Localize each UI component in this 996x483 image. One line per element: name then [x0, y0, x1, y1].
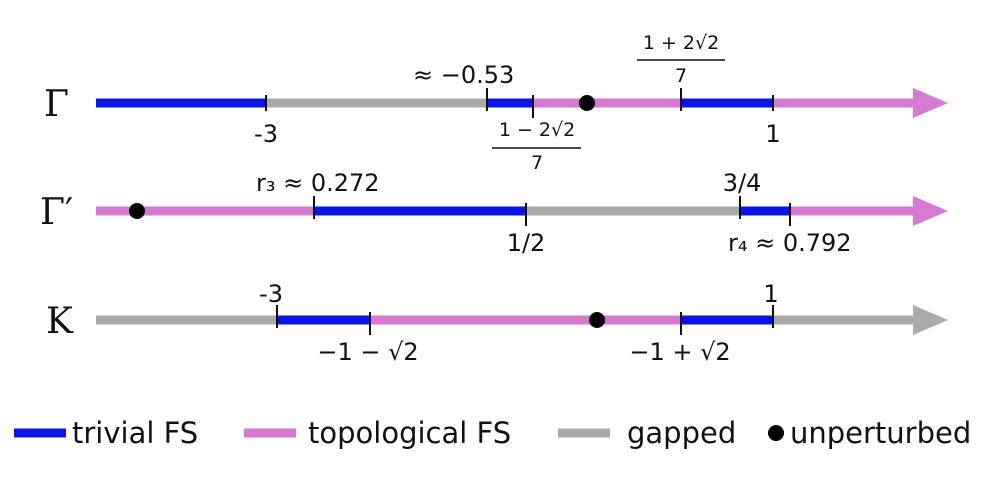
gamma-frac-minus-denominator: 7 — [531, 152, 543, 174]
k-arrowhead — [913, 305, 948, 335]
legend-swatch-unperturbed — [768, 425, 784, 441]
legend-item-trivial: trivial FS — [14, 416, 198, 450]
k-label-minus1-plus-sqrt2: −1 + √2 — [629, 338, 730, 366]
k-label-minus1-minus-sqrt2: −1 − √2 — [317, 338, 418, 366]
legend-label-unperturbed: unperturbed — [790, 416, 971, 450]
gamma-label-053: ≈ −0.53 — [413, 61, 514, 89]
gamma-prime-label-three-quarters: 3/4 — [723, 169, 762, 197]
row-k: K -3 1 −1 − √2 −1 + √2 — [46, 280, 948, 366]
gamma-prime-label-r3: r₃ ≈ 0.272 — [256, 169, 380, 197]
legend-item-gapped: gapped — [558, 416, 736, 450]
row-gamma-label: Γ — [44, 84, 69, 125]
gamma-frac-plus-denominator: 7 — [675, 65, 687, 87]
legend: trivial FS topological FS gapped unpertu… — [14, 416, 971, 450]
row-gamma: Γ ≈ −0.53 -3 1 1 + 2√2 7 1 − 2√2 7 — [44, 32, 948, 174]
k-label-minus3: -3 — [259, 280, 283, 308]
legend-label-topological: topological FS — [308, 416, 511, 450]
gamma-prime-label-r4: r₄ ≈ 0.792 — [728, 229, 852, 257]
row-gamma-prime-label: Γ′ — [40, 192, 73, 233]
gamma-prime-unperturbed-point — [129, 203, 145, 219]
gamma-frac-minus-numerator: 1 − 2√2 — [499, 119, 575, 141]
row-gamma-prime: Γ′ r₃ ≈ 0.272 3/4 1/2 r₄ ≈ 0.792 — [40, 169, 948, 257]
gamma-arrowhead — [913, 88, 948, 118]
gamma-prime-label-half: 1/2 — [507, 229, 546, 257]
gamma-prime-arrowhead — [913, 196, 948, 226]
gamma-frac-plus-numerator: 1 + 2√2 — [643, 32, 719, 54]
gamma-unperturbed-point — [579, 95, 595, 111]
k-unperturbed-point — [589, 312, 605, 328]
legend-item-unperturbed: unperturbed — [768, 416, 971, 450]
gamma-label-minus3: -3 — [254, 120, 278, 148]
k-label-1: 1 — [763, 280, 778, 308]
legend-label-trivial: trivial FS — [72, 416, 198, 450]
legend-item-topological: topological FS — [244, 416, 511, 450]
row-k-label: K — [46, 301, 74, 342]
legend-label-gapped: gapped — [627, 416, 736, 450]
gamma-label-1: 1 — [765, 120, 780, 148]
